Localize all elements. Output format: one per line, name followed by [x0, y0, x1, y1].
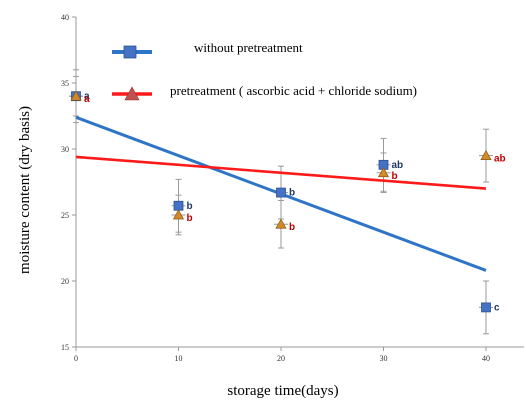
significance-label: b — [187, 201, 193, 212]
significance-label: ab — [392, 160, 404, 171]
x-tick-label: 10 — [175, 354, 183, 363]
significance-label: b — [392, 171, 398, 182]
data-point-pretreatment — [480, 149, 492, 160]
legend: without pretreatment pretreatment ( asco… — [112, 40, 417, 101]
data-point-pretreatment — [377, 167, 390, 178]
data-point-without-pretreatment — [173, 200, 184, 211]
significance-label: a — [84, 94, 90, 105]
markers — [70, 90, 492, 313]
error-bars — [69, 69, 493, 335]
legend-label-without-pretreatment: without pretreatment — [194, 40, 303, 55]
significance-label: a — [84, 91, 90, 102]
significance-label: ab — [494, 154, 506, 165]
y-axis-title: moisture content (dry basis) — [17, 106, 33, 274]
axes — [75, 17, 524, 348]
significance-label: b — [289, 188, 295, 199]
significance-label: c — [494, 302, 500, 313]
x-tick-label: 40 — [482, 354, 490, 363]
y-ticks: 15 20 25 30 35 40 — [61, 13, 76, 352]
significance-label: b — [289, 222, 295, 233]
x-tick-label: 20 — [277, 354, 285, 363]
x-ticks: 0 10 20 30 40 — [74, 347, 490, 363]
y-tick-label: 25 — [61, 211, 69, 220]
x-tick-label: 30 — [380, 354, 388, 363]
data-point-without-pretreatment — [276, 187, 286, 198]
x-axis-title: storage time(days) — [227, 383, 338, 399]
data-point-pretreatment — [172, 209, 185, 220]
y-tick-label: 30 — [61, 145, 69, 154]
legend-marker-without-pretreatment — [123, 45, 137, 59]
data-point-pretreatment — [70, 90, 82, 101]
x-tick-label: 0 — [74, 354, 78, 363]
trend-line-pretreatment — [75, 155, 487, 190]
y-tick-label: 20 — [61, 277, 69, 286]
data-point-pretreatment — [275, 218, 287, 229]
y-tick-label: 15 — [61, 343, 69, 352]
y-tick-label: 40 — [61, 13, 69, 22]
legend-label-pretreatment: pretreatment ( ascorbic acid + chloride … — [170, 83, 417, 98]
significance-label: b — [187, 213, 193, 224]
data-point-without-pretreatment — [481, 302, 491, 313]
legend-marker-pretreatment — [124, 86, 140, 101]
y-tick-label: 35 — [61, 79, 69, 88]
